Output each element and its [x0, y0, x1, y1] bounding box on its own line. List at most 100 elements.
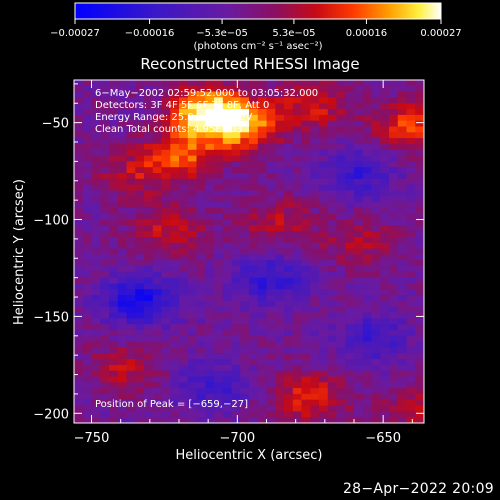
heatmap-cell: [231, 91, 241, 98]
heatmap-cell: [284, 143, 294, 151]
heatmap-cell: [397, 143, 408, 151]
heatmap-cell: [257, 196, 268, 203]
heatmap-cell: [284, 120, 294, 128]
heatmap-cell: [389, 80, 399, 87]
heatmap-cell: [301, 114, 311, 122]
heatmap-cell: [397, 335, 408, 343]
heatmap-cell: [187, 80, 198, 87]
heatmap-cell: [117, 382, 128, 389]
heatmap-cell: [126, 393, 136, 401]
heatmap-cell: [100, 266, 110, 273]
heatmap-cell: [152, 213, 163, 221]
heatmap-cell: [371, 393, 381, 401]
heatmap-cell: [336, 306, 346, 314]
heatmap-cell: [214, 364, 224, 372]
heatmap-cell: [301, 335, 311, 343]
heatmap-cell: [371, 190, 381, 197]
heatmap-cell: [354, 231, 364, 238]
heatmap-cell: [170, 266, 180, 273]
heatmap-cell: [144, 149, 154, 157]
heatmap-cell: [117, 254, 128, 261]
heatmap-cell: [292, 289, 303, 296]
heatmap-cell: [249, 318, 259, 325]
heatmap-cell: [362, 231, 373, 238]
heatmap-cell: [240, 312, 250, 319]
heatmap-cell: [91, 341, 101, 348]
heatmap-cell: [336, 335, 346, 343]
heatmap-cell: [214, 213, 224, 221]
heatmap-cell: [345, 271, 355, 279]
heatmap-cell: [231, 254, 241, 261]
heatmap-cell: [109, 173, 119, 180]
heatmap-cell: [327, 318, 338, 325]
heatmap-cell: [222, 202, 233, 209]
heatmap-cell: [319, 120, 329, 128]
heatmap-cell: [170, 341, 180, 348]
heatmap-cell: [275, 364, 285, 372]
heatmap-cell: [214, 341, 224, 348]
heatmap-cell: [284, 161, 294, 168]
heatmap-cell: [397, 213, 408, 221]
heatmap-cell: [406, 283, 416, 290]
heatmap-cell: [82, 376, 93, 383]
heatmap-cell: [310, 109, 320, 116]
heatmap-cell: [117, 335, 128, 343]
heatmap-cell: [170, 97, 180, 104]
heatmap-cell: [336, 161, 346, 168]
heatmap-cell: [424, 249, 433, 255]
heatmap-cell: [135, 289, 145, 296]
heatmap-cell: [389, 155, 399, 162]
heatmap-cell: [126, 347, 136, 354]
heatmap-cell: [74, 219, 84, 226]
heatmap-cell: [144, 213, 154, 221]
heatmap-cell: [424, 80, 433, 86]
heatmap-cell: [152, 283, 163, 290]
heatmap-cell: [389, 196, 399, 203]
heatmap-cell: [380, 393, 390, 401]
heatmap-cell: [152, 155, 163, 162]
heatmap-cell: [389, 143, 399, 151]
heatmap-cell: [135, 335, 145, 343]
heatmap-cell: [371, 364, 381, 372]
heatmap-cell: [249, 91, 259, 98]
heatmap-cell: [74, 382, 84, 389]
heatmap-cell: [100, 155, 110, 162]
heatmap-cell: [336, 359, 346, 366]
heatmap-cell: [249, 306, 259, 314]
heatmap-cell: [161, 97, 171, 104]
heatmap-cell: [179, 97, 189, 104]
heatmap-cell: [205, 399, 215, 407]
heatmap-cell: [117, 364, 128, 372]
heatmap-cell: [196, 359, 206, 366]
heatmap-cell: [161, 155, 171, 162]
heatmap-cell: [362, 283, 373, 290]
heatmap-cell: [249, 132, 259, 139]
heatmap-cell: [179, 417, 189, 423]
heatmap-cell: [205, 260, 215, 267]
heatmap-cell: [74, 417, 84, 423]
heatmap-cell: [100, 393, 110, 401]
heatmap-cell: [257, 312, 268, 319]
heatmap-cell: [179, 393, 189, 401]
heatmap-cell: [257, 143, 268, 151]
heatmap-cell: [117, 242, 128, 250]
heatmap-cell: [222, 184, 233, 191]
heatmap-cell: [424, 254, 433, 260]
heatmap-cell: [82, 353, 93, 360]
heatmap-cell: [345, 184, 355, 191]
heatmap-cell: [275, 324, 285, 331]
heatmap-cell: [161, 312, 171, 319]
heatmap-cell: [345, 120, 355, 128]
heatmap-cell: [170, 399, 180, 407]
heatmap-cell: [292, 132, 303, 139]
heatmap-cell: [205, 161, 215, 168]
heatmap-cell: [170, 80, 180, 87]
heatmap-cell: [275, 196, 285, 203]
heatmap-cell: [74, 306, 84, 314]
heatmap-cell: [389, 330, 399, 337]
heatmap-cell: [397, 324, 408, 331]
heatmap-cell: [397, 341, 408, 348]
heatmap-cell: [205, 167, 215, 174]
heatmap-cell: [415, 423, 424, 429]
heatmap-cell: [389, 271, 399, 279]
